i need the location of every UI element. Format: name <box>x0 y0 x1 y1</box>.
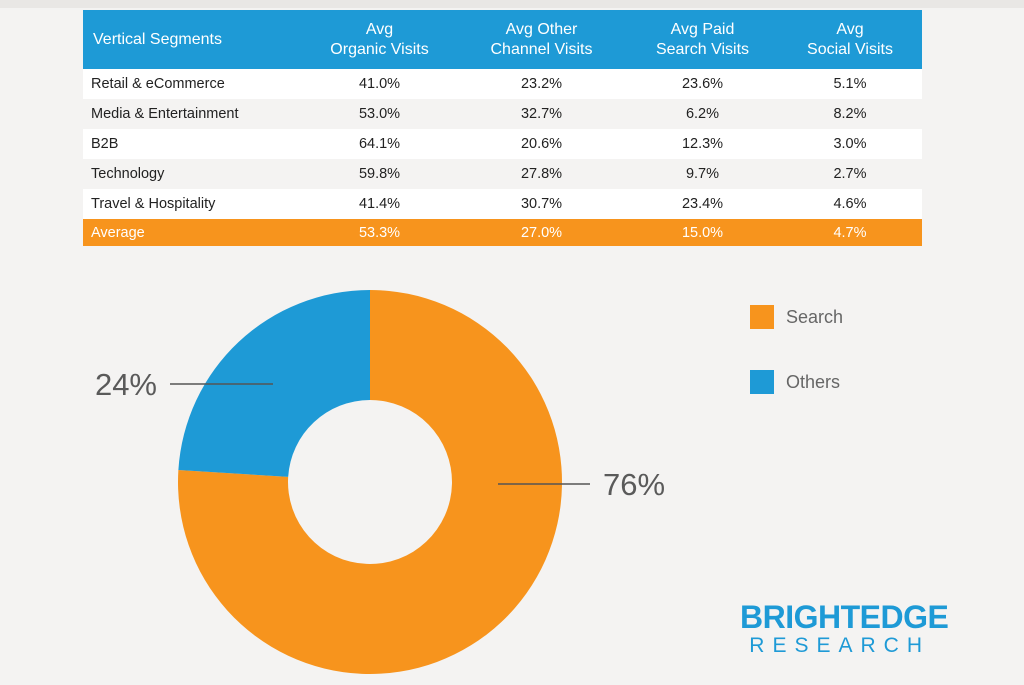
average-organic-visits-cell: 53.3% <box>358 224 401 241</box>
paid-search-visits-cell: 12.3% <box>681 136 724 152</box>
segment-name: Travel & Hospitality <box>91 196 216 212</box>
header-avg-other-channel-visits: Avg Other Channel Visits <box>490 20 593 58</box>
organic-visits-cell: 41.4% <box>358 196 401 212</box>
social-visits-cell: 8.2% <box>833 106 867 122</box>
other-channel-visits-cell: 20.6% <box>520 136 563 152</box>
table-row: Retail & eCommerce 41.0% 23.2% 23.6% 5.1… <box>83 69 922 99</box>
social-visits-cell: 3.0% <box>833 136 867 152</box>
brightedge-research-logo: BRIGHTEDGE RESEARCH <box>740 599 949 658</box>
average-other-channel-visits-cell: 27.0% <box>520 224 563 241</box>
legend-item-others: Others <box>750 370 840 394</box>
paid-search-visits-cell: 6.2% <box>685 106 720 122</box>
average-label: Average <box>91 224 145 241</box>
organic-visits-cell: 41.0% <box>358 76 401 92</box>
other-channel-visits-cell: 32.7% <box>520 106 563 122</box>
brand-line-2: RESEARCH <box>749 634 930 657</box>
table-header-row: Vertical Segments Avg Organic Visits Avg… <box>83 10 922 69</box>
average-paid-search-visits-cell: 15.0% <box>681 224 724 241</box>
average-row: Average 53.3% 27.0% 15.0% 4.7% <box>83 219 922 246</box>
slice-search <box>178 290 563 674</box>
legend-swatch-search <box>750 305 774 329</box>
paid-search-visits-cell: 23.6% <box>681 76 724 92</box>
slice-others <box>178 290 370 477</box>
segment-name: B2B <box>91 136 119 152</box>
organic-visits-cell: 59.8% <box>358 166 401 182</box>
visits-table-container: Vertical Segments Avg Organic Visits Avg… <box>83 10 922 246</box>
paid-search-visits-cell: 9.7% <box>685 166 720 182</box>
segment-name: Media & Entertainment <box>91 106 239 122</box>
segment-name: Retail & eCommerce <box>91 76 225 92</box>
donut-chart: 24% 76% <box>95 290 665 674</box>
paid-search-visits-cell: 23.4% <box>681 196 724 212</box>
header-avg-social-visits: Avg Social Visits <box>807 20 893 58</box>
visits-table: Vertical Segments Avg Organic Visits Avg… <box>83 10 922 246</box>
table-row: Travel & Hospitality 41.4% 30.7% 23.4% 4… <box>83 189 922 219</box>
average-social-visits-cell: 4.7% <box>833 224 867 241</box>
other-channel-visits-cell: 30.7% <box>520 196 563 212</box>
table-row: Media & Entertainment 53.0% 32.7% 6.2% 8… <box>83 99 922 129</box>
social-visits-cell: 4.6% <box>833 196 867 212</box>
top-strip <box>0 0 1024 8</box>
header-vertical-segments: Vertical Segments <box>93 30 222 48</box>
header-avg-organic-visits: Avg Organic Visits <box>330 20 429 58</box>
organic-visits-cell: 64.1% <box>358 136 401 152</box>
data-label-others: 24% <box>95 367 157 402</box>
data-label-search: 76% <box>603 467 665 502</box>
header-avg-paid-search-visits: Avg Paid Search Visits <box>655 20 750 58</box>
table-row: B2B 64.1% 20.6% 12.3% 3.0% <box>83 129 922 159</box>
legend-label-others: Others <box>786 371 841 392</box>
other-channel-visits-cell: 27.8% <box>520 166 563 182</box>
table-row: Technology 59.8% 27.8% 9.7% 2.7% <box>83 159 922 189</box>
other-channel-visits-cell: 23.2% <box>520 76 563 92</box>
legend-item-search: Search <box>750 305 843 329</box>
segment-name: Technology <box>91 166 165 182</box>
social-visits-cell: 5.1% <box>833 76 867 92</box>
legend-swatch-others <box>750 370 774 394</box>
brand-line-1: BRIGHTEDGE <box>740 599 949 635</box>
organic-visits-cell: 53.0% <box>358 106 401 122</box>
legend-label-search: Search <box>786 306 844 327</box>
social-visits-cell: 2.7% <box>833 166 867 182</box>
